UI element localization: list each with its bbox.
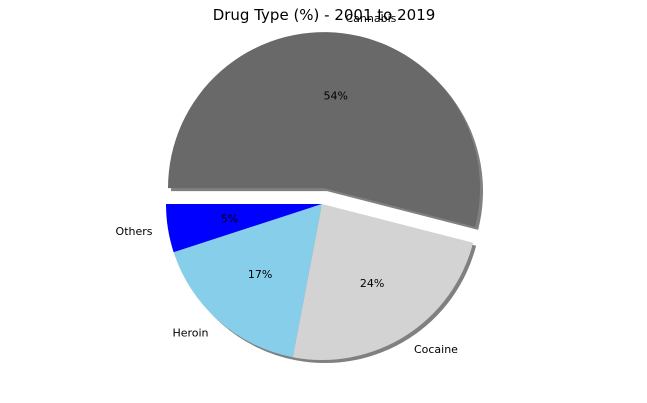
pie-slice-cannabis [168, 32, 481, 227]
chart-title: Drug Type (%) - 2001 to 2019 [213, 6, 436, 24]
slice-label-cannabis: Cannabis [346, 12, 397, 25]
pie-slice-heroin [173, 204, 322, 358]
slice-label-cocaine: Cocaine [414, 343, 458, 356]
slice-label-others: Others [116, 225, 153, 238]
slice-percent-cocaine: 24% [360, 277, 384, 290]
slice-percent-cannabis: 54% [324, 89, 348, 102]
pie-slice-cocaine [292, 204, 474, 360]
slice-label-heroin: Heroin [172, 327, 208, 340]
slice-percent-others: 5% [221, 213, 238, 226]
slice-percent-heroin: 17% [248, 268, 272, 281]
slice-labels: Others Heroin Cocaine Cannabis [116, 12, 459, 356]
slices [166, 32, 481, 360]
pie-slice-others [166, 204, 322, 253]
slice-percentages: 5% 17% 24% 54% [221, 89, 385, 290]
